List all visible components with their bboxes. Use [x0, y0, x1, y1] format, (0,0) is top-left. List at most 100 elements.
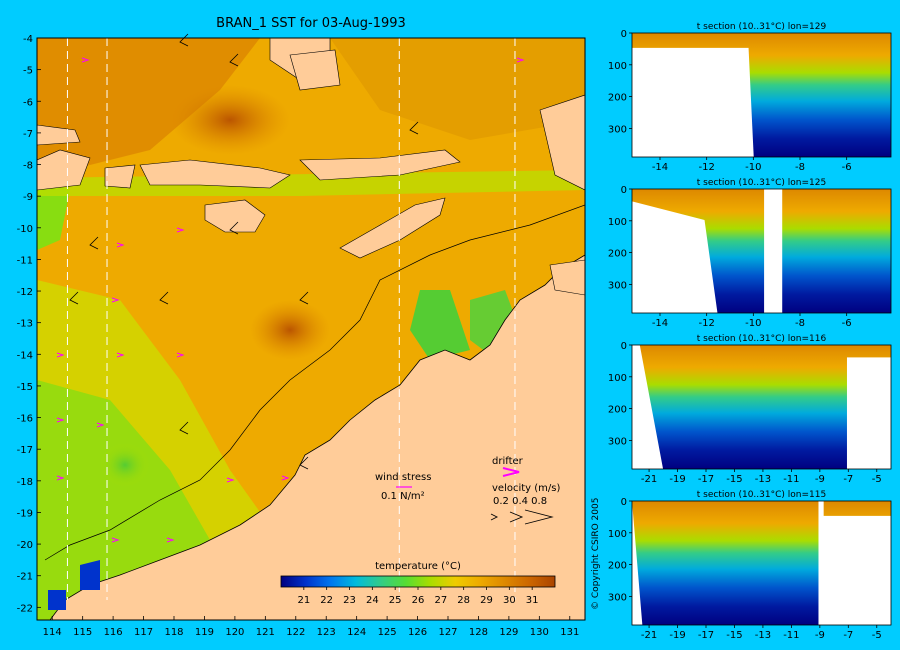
map-ytick-label: -9: [23, 192, 33, 203]
island-flores-chain: [299, 149, 461, 181]
map-ytick-label: -7: [23, 129, 33, 140]
drifter-legend-label: drifter: [492, 456, 524, 467]
section-xtick-label: -17: [698, 474, 714, 485]
colorbar-tick-label: 31: [526, 595, 539, 606]
map-axes: 114 115 116 117 118 119 120 121 122 123 124 125 126 1…: [17, 34, 580, 638]
drifter-legend-arrow: [502, 467, 520, 477]
map-xtick-label: 125: [378, 627, 397, 638]
map-xtick-label: 128: [469, 627, 488, 638]
map-ytick-label: -18: [17, 477, 33, 488]
map-frame: [36, 37, 586, 621]
section-xtick-label: -5: [872, 474, 882, 485]
section-ytick-label: 0: [621, 185, 627, 196]
map-xtick-label: 121: [256, 627, 275, 638]
upwelling-patch-1: [410, 290, 470, 360]
section-frame: [631, 188, 892, 314]
warm-eddy: [250, 300, 330, 360]
map-ytick-label: -22: [17, 603, 33, 614]
section-panel-2: t section (10..31°C) lon=125 -14 -12 -10 -8 -…: [608, 178, 892, 329]
wind-vector: [179, 421, 189, 435]
section-panel-4: t section (10..31°C) lon=115 -21 -19 -17 -15…: [608, 490, 892, 641]
map-title: BRAN_1 SST for 03-Aug-1993: [216, 16, 406, 31]
colorbar-tick-label: 28: [457, 595, 470, 606]
colorbar: temperature (°C) 21 22 23 24 25 26 27 28 29 30 31: [280, 561, 556, 606]
section-panel-1: t section (10..31°C) lon=129 -14 -12 -10 -8 -…: [608, 22, 892, 173]
colorbar-tick-label: 26: [412, 595, 425, 606]
wind-vector: [299, 291, 309, 305]
cold-pixel-patch-2: [48, 590, 66, 610]
drifter-vector: [56, 417, 65, 423]
drifter-vector: [116, 242, 125, 248]
map-xtick-label: 130: [530, 627, 549, 638]
drifter-vector: [56, 475, 65, 481]
section-ytick-label: 300: [608, 280, 627, 291]
section-nodata-gap: [818, 501, 824, 625]
map-legend: wind stress 0.1 N/m² drifter velocity (m…: [375, 456, 560, 525]
wind-vector: [229, 221, 239, 235]
map-ytick-label: -13: [17, 319, 33, 330]
section-ytick-label: 100: [608, 61, 627, 72]
map-xtick-label: 127: [438, 627, 457, 638]
map-xtick-label: 119: [195, 627, 214, 638]
section-xtick-label: -19: [669, 630, 685, 641]
section-ytick-label: 100: [608, 217, 627, 228]
section-ytick-label: 300: [608, 436, 627, 447]
drifter-vector: [226, 477, 235, 483]
section-xtick-label: -13: [755, 630, 771, 641]
section-xtick-label: -14: [652, 318, 668, 329]
section-ytick-label: 300: [608, 592, 627, 603]
map-ytick-label: -20: [17, 540, 33, 551]
section-xtick-label: -6: [842, 318, 852, 329]
colorbar-bar: [280, 575, 556, 588]
section-title: t section (10..31°C) lon=115: [697, 490, 826, 500]
drifter-vector: [111, 537, 120, 543]
wind-vector: [159, 291, 169, 305]
colorbar-tick-label: 24: [366, 595, 379, 606]
colorbar-tick-label: 23: [343, 595, 356, 606]
copyright-label: © Copyright CSIRO 2005: [591, 498, 601, 610]
section-xtick-label: -8: [795, 162, 805, 173]
section-xtick-label: -21: [641, 630, 657, 641]
map-xtick-label: 115: [73, 627, 92, 638]
island-melville: [549, 259, 585, 296]
section-nodata-east: [846, 357, 891, 469]
section-xtick-label: -10: [745, 162, 761, 173]
wind-vector: [409, 121, 419, 135]
island-timor: [339, 197, 446, 259]
wind-vector: [179, 33, 189, 47]
section-title: t section (10..31°C) lon=125: [697, 178, 826, 188]
map-ytick-label: -14: [17, 350, 33, 361]
bathymetry-contour: [44, 204, 585, 561]
section-xtick-label: -17: [698, 630, 714, 641]
colorbar-tick-label: 30: [503, 595, 516, 606]
map-ytick-label: -4: [23, 34, 33, 45]
drifter-vector: [176, 352, 185, 358]
wind-legend-scale: 0.1 N/m²: [381, 491, 425, 502]
map-xtick-label: 120: [225, 627, 244, 638]
section-ytick-label: 0: [621, 341, 627, 352]
section-title: t section (10..31°C) lon=116: [697, 334, 827, 344]
map-ytick-label: -11: [17, 255, 33, 266]
island-tanimbar: [539, 94, 585, 191]
map-ytick-label: -19: [17, 508, 33, 519]
map-ytick-label: -21: [17, 572, 33, 583]
map-xtick-label: 116: [104, 627, 123, 638]
wind-vector: [229, 53, 239, 67]
drifter-vector: [116, 352, 125, 358]
section-xtick-label: -19: [669, 474, 685, 485]
section-ytick-label: 200: [608, 249, 627, 260]
island-sumba: [204, 199, 266, 233]
section-frame: [631, 32, 892, 158]
map-xtick-label: 126: [408, 627, 427, 638]
section-nodata-shelf: [632, 189, 718, 313]
map-ytick-label: -16: [17, 414, 33, 425]
section-nodata-shelf: [632, 345, 664, 469]
map-xtick-label: 129: [499, 627, 518, 638]
section-ytick-label: 300: [608, 124, 627, 135]
island-java-west: [37, 124, 81, 146]
section-xtick-label: -15: [726, 630, 742, 641]
sst-field: [37, 38, 585, 620]
drifter-vector: [516, 57, 525, 63]
warm-eddy-north: [170, 85, 290, 155]
